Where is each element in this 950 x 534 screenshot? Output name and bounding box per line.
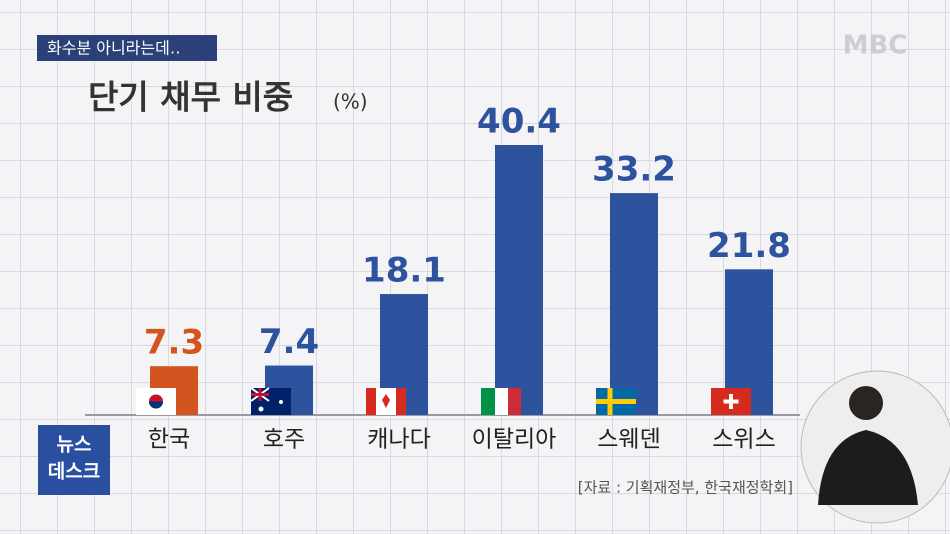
- flag: [596, 388, 636, 415]
- flag: [723, 394, 739, 409]
- flag: [396, 388, 406, 415]
- value-label: 7.3: [144, 323, 204, 363]
- value-label: 21.8: [707, 226, 791, 266]
- flag: [481, 388, 495, 415]
- program-box: [38, 425, 110, 495]
- x-tick-label: 이탈리아: [472, 427, 557, 453]
- interpreter-body: [818, 430, 918, 505]
- logo: MBC: [843, 31, 908, 61]
- chart-title: 단기 채무 비중: [88, 78, 293, 117]
- flag: [366, 388, 376, 415]
- bar: [495, 145, 543, 415]
- program-line: 데스크: [48, 461, 100, 483]
- flag: [495, 388, 508, 415]
- x-tick-label: 캐나다: [367, 427, 430, 453]
- value-label: 18.1: [362, 251, 446, 291]
- bar: [610, 193, 658, 415]
- value-label: 40.4: [477, 102, 561, 142]
- flag: [258, 406, 264, 412]
- x-tick-label: 스위스: [712, 427, 775, 453]
- x-tick-label: 한국: [148, 427, 190, 453]
- value-label: 7.4: [259, 322, 319, 362]
- source: [자료 : 기획재정부, 한국재정학회]: [578, 479, 793, 497]
- flag: [382, 394, 390, 408]
- tag-box: [37, 35, 217, 61]
- program-line: 뉴스: [57, 434, 92, 456]
- x-tick-label: 호주: [263, 427, 305, 453]
- value-label: 33.2: [592, 150, 676, 190]
- chart-unit: (%): [333, 90, 368, 114]
- flag: [279, 400, 283, 404]
- interpreter-head: [849, 386, 883, 420]
- flag: [149, 401, 163, 409]
- tag: 화수분 아니라는데‥: [47, 39, 181, 58]
- x-tick-label: 스웨덴: [597, 427, 660, 453]
- flag: [251, 388, 269, 401]
- flag: [508, 388, 521, 415]
